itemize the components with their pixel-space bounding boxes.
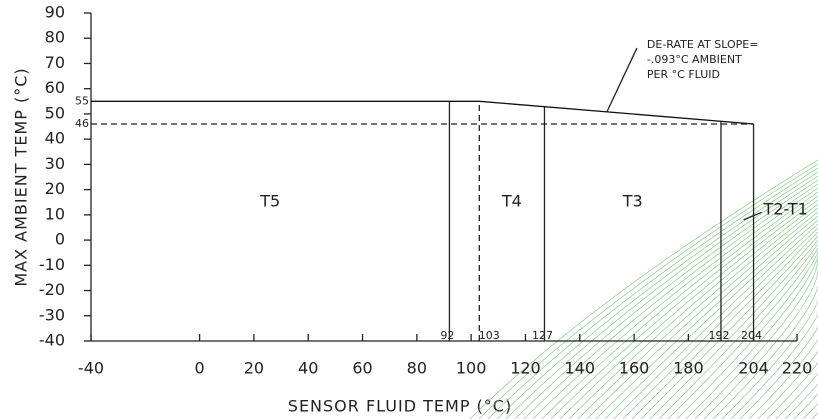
boundary-label: 204 (741, 329, 762, 342)
zone-leader (743, 211, 762, 221)
hatch (505, 175, 818, 419)
boundary-label: 92 (440, 329, 454, 342)
annotation-leader (606, 47, 638, 113)
hatch (496, 171, 818, 419)
y-tick-label: -10 (39, 255, 65, 274)
boundary-label: 103 (479, 329, 500, 342)
x-tick-label: 20 (244, 359, 264, 378)
hatch (775, 296, 818, 419)
x-tick-label: -40 (78, 359, 104, 378)
x-tick-label: 180 (673, 359, 704, 378)
y-tick-label: -40 (39, 331, 65, 350)
y-tick-label: 50 (45, 103, 65, 122)
hatch (514, 179, 818, 419)
y-tick-label: 90 (45, 3, 65, 22)
hatch (748, 284, 818, 419)
hatch (676, 251, 818, 419)
y-tick-label: 80 (45, 28, 65, 47)
hatch (604, 219, 818, 419)
annotation-text: PER °C FLUID (647, 68, 720, 81)
hatch (739, 280, 818, 419)
y-tick-label: 20 (45, 179, 65, 198)
hatch (550, 195, 818, 419)
hatch (649, 239, 818, 419)
level-label: 46 (75, 117, 89, 130)
hatch (631, 231, 818, 419)
y-tick-label: 10 (45, 204, 65, 223)
x-tick-label: 40 (298, 359, 318, 378)
y-tick-label: 40 (45, 129, 65, 148)
hatch (730, 276, 818, 419)
hatch (622, 227, 818, 419)
y-tick-label: -30 (39, 305, 65, 324)
y-axis-title: MAX AMBIENT TEMP (°C) (12, 67, 31, 286)
hatch (595, 215, 818, 419)
x-tick-label: 0 (195, 359, 205, 378)
zone-label: T4 (501, 192, 522, 211)
x-tick-label: 120 (510, 359, 541, 378)
zone-label: T5 (259, 192, 280, 211)
hatch (478, 163, 818, 419)
x-tick-label: 204 (738, 359, 769, 378)
hatch (613, 223, 818, 419)
hatch (694, 259, 818, 419)
y-tick-label: 60 (45, 78, 65, 97)
hatch (559, 199, 818, 419)
hatch (586, 211, 818, 419)
hatch (523, 183, 818, 419)
hatch (667, 247, 818, 419)
hatch (766, 292, 818, 419)
y-tick-label: -20 (39, 280, 65, 299)
x-tick-label: 80 (407, 359, 427, 378)
x-tick-label: 220 (782, 359, 813, 378)
hatch (469, 159, 818, 419)
zone-label: T2-T1 (763, 199, 808, 218)
x-tick-label: 140 (564, 359, 595, 378)
level-label: 55 (75, 94, 89, 107)
y-tick-label: 30 (45, 154, 65, 173)
boundary-label: 192 (708, 329, 729, 342)
hatch (487, 167, 818, 419)
hatch (712, 268, 818, 419)
x-tick-label: 160 (619, 359, 650, 378)
x-tick-label: 60 (352, 359, 372, 378)
annotation-text: DE-RATE AT SLOPE= (647, 38, 759, 51)
hatch (757, 288, 818, 419)
hatch (541, 191, 818, 419)
hatch (685, 255, 818, 419)
hatch (784, 300, 818, 419)
hatch (811, 311, 818, 419)
hatch (577, 207, 818, 419)
x-axis-title: SENSOR FLUID TEMP (°C) (288, 397, 512, 416)
hatch (721, 272, 818, 419)
y-tick-label: 0 (55, 230, 65, 249)
hatch (532, 187, 818, 419)
boundary-label: 127 (532, 329, 553, 342)
zone-label: T3 (622, 192, 643, 211)
hatch (658, 243, 818, 419)
x-tick-label: 100 (456, 359, 487, 378)
annotation-text: -.093°C AMBIENT (647, 53, 742, 66)
y-tick-label: 70 (45, 53, 65, 72)
hatch (568, 203, 818, 419)
derating-line (91, 100, 754, 125)
hatch (640, 235, 818, 419)
